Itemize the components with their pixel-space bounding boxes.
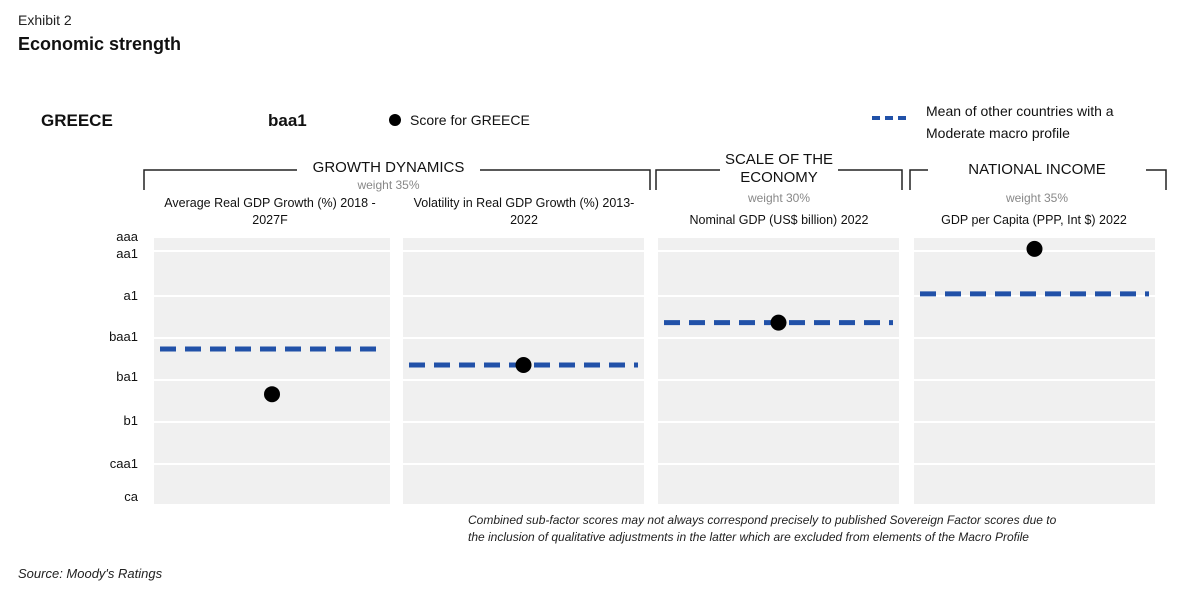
panel-3-band-5: [658, 381, 899, 421]
panel-1-band-2: [154, 252, 390, 295]
panel-4-band-6: [914, 423, 1155, 463]
score-dot-panel-2: [515, 357, 532, 373]
panel-subtitle-2-line1: Volatility in Real GDP Growth (%) 2013-: [413, 196, 635, 210]
panel-4-band-5: [914, 381, 1155, 421]
group-title-income: NATIONAL INCOME: [968, 161, 1106, 178]
legend-score-dot-icon: [389, 114, 401, 126]
group-weight-scale: weight 30%: [747, 191, 811, 205]
y-tick-label-aaa: aaa: [116, 229, 138, 244]
panel-4-band-2: [914, 252, 1155, 295]
panel-2-band-7: [403, 465, 644, 504]
panel-2-band-6: [403, 423, 644, 463]
y-tick-label-caa1: caa1: [109, 456, 138, 471]
panel-2-band-1: [403, 238, 644, 250]
panel-1-band-3: [154, 297, 390, 337]
scale-bracket-right: [838, 169, 903, 190]
panel-4-band-7: [914, 465, 1155, 504]
group-title-scale-line2: ECONOMY: [740, 169, 818, 186]
panel-1-band-7: [154, 465, 390, 504]
score-dot-panel-4: [1026, 240, 1043, 257]
panel-3-band-7: [658, 465, 899, 504]
footnote-line2: the inclusion of qualitative adjustments…: [468, 530, 1029, 544]
y-tick-label-ca: ca: [124, 489, 138, 504]
score-dot-panel-1: [264, 386, 280, 403]
legend-mean-label: Mean of other countries with a Moderate …: [926, 100, 1166, 144]
country-name: GREECE: [41, 111, 113, 130]
panel-subtitle-4: GDP per Capita (PPP, Int $) 2022: [912, 212, 1156, 229]
panel-subtitle-2-line2: 2022: [510, 213, 538, 227]
rating-value: baa1: [268, 111, 307, 130]
panel-subtitle-3: Nominal GDP (US$ billion) 2022: [656, 212, 902, 229]
income-bracket-left: [909, 169, 928, 190]
panel-2-band-3: [403, 297, 644, 337]
scale-bracket-left: [655, 169, 720, 190]
growth-bracket-left: [143, 169, 297, 190]
panel-subtitle-1-line1: Average Real GDP Growth (%) 2018 -: [164, 196, 376, 210]
panel-subtitle-2: Volatility in Real GDP Growth (%) 2013- …: [400, 195, 648, 229]
panel-1-band-1: [154, 238, 390, 250]
y-tick-label-b1: b1: [123, 413, 138, 428]
panel-4-band-3: [914, 297, 1155, 337]
panel-subtitle-1-line2: 2027F: [252, 213, 288, 227]
chart-plot: [154, 238, 1155, 504]
panel-subtitle-4-line1: GDP per Capita (PPP, Int $) 2022: [941, 213, 1127, 227]
footnote: Combined sub-factor scores may not alway…: [468, 512, 1108, 546]
panel-3-band-6: [658, 423, 899, 463]
y-tick-label-aa1: aa1: [116, 246, 138, 261]
income-bracket-right: [1146, 169, 1167, 190]
legend-mean-line1: Mean of other countries with a: [926, 103, 1114, 119]
panel-subtitle-3-line1: Nominal GDP (US$ billion) 2022: [689, 213, 869, 227]
chart-title: Economic strength: [18, 34, 182, 54]
legend-score-label: Score for GREECE: [410, 112, 530, 128]
exhibit-label: Exhibit 2: [18, 12, 72, 28]
group-title-scale: SCALE OF THE ECONOMY: [720, 151, 838, 187]
panel-3-band-4: [658, 339, 899, 379]
panel-1-band-6: [154, 423, 390, 463]
panel-2-band-5: [403, 381, 644, 421]
y-tick-label-ba1: ba1: [116, 369, 138, 384]
group-brackets: [143, 169, 1167, 190]
source-note: Source: Moody's Ratings: [18, 566, 163, 581]
panel-4-band-4: [914, 339, 1155, 379]
panel-3-band-1: [658, 238, 899, 250]
group-weight-growth: weight 35%: [357, 178, 420, 192]
legend-mean-line2: Moderate macro profile: [926, 125, 1070, 141]
y-tick-label-a1: a1: [123, 288, 138, 303]
growth-bracket-right: [480, 169, 651, 190]
panel-3-band-2: [658, 252, 899, 295]
panel-subtitle-1: Average Real GDP Growth (%) 2018 - 2027F: [148, 195, 392, 229]
panel-1-band-4: [154, 339, 390, 379]
group-title-growth: GROWTH DYNAMICS: [312, 159, 465, 176]
legend-mean-dash-icon: [872, 116, 906, 120]
footnote-line1: Combined sub-factor scores may not alway…: [468, 513, 1057, 527]
score-dot-panel-3: [770, 314, 787, 331]
panel-2-band-2: [403, 252, 644, 295]
y-tick-label-baa1: baa1: [109, 329, 138, 344]
group-weight-income: weight 35%: [1005, 191, 1069, 205]
group-title-scale-line1: SCALE OF THE: [724, 151, 834, 168]
